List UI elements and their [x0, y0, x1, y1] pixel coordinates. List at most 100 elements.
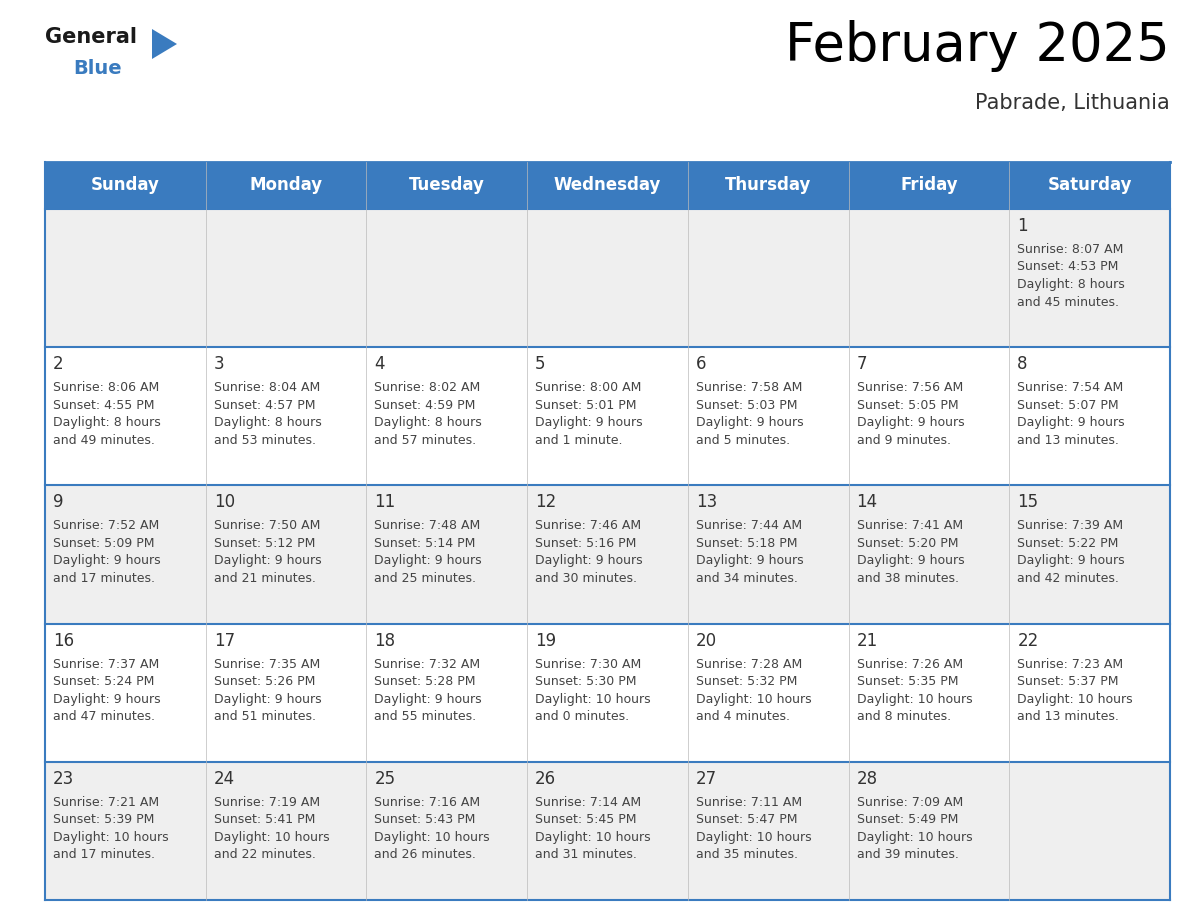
Text: Daylight: 10 hours: Daylight: 10 hours	[214, 831, 329, 844]
Text: Wednesday: Wednesday	[554, 176, 662, 195]
Text: Sunset: 5:35 PM: Sunset: 5:35 PM	[857, 675, 958, 688]
Text: Daylight: 9 hours: Daylight: 9 hours	[696, 416, 803, 430]
Text: and 42 minutes.: and 42 minutes.	[1017, 572, 1119, 585]
Text: and 4 minutes.: and 4 minutes.	[696, 711, 790, 723]
Text: Sunset: 5:28 PM: Sunset: 5:28 PM	[374, 675, 476, 688]
Text: 11: 11	[374, 493, 396, 511]
Text: Sunset: 5:09 PM: Sunset: 5:09 PM	[53, 537, 154, 550]
Text: Sunset: 5:47 PM: Sunset: 5:47 PM	[696, 813, 797, 826]
Text: and 49 minutes.: and 49 minutes.	[53, 433, 154, 447]
Text: 19: 19	[535, 632, 556, 650]
Text: and 17 minutes.: and 17 minutes.	[53, 848, 154, 861]
Text: and 21 minutes.: and 21 minutes.	[214, 572, 316, 585]
Text: 4: 4	[374, 355, 385, 374]
Text: Sunset: 5:20 PM: Sunset: 5:20 PM	[857, 537, 958, 550]
Text: and 57 minutes.: and 57 minutes.	[374, 433, 476, 447]
Text: and 13 minutes.: and 13 minutes.	[1017, 711, 1119, 723]
Text: and 30 minutes.: and 30 minutes.	[535, 572, 637, 585]
Text: Daylight: 10 hours: Daylight: 10 hours	[535, 831, 651, 844]
Text: Sunrise: 7:21 AM: Sunrise: 7:21 AM	[53, 796, 159, 809]
Text: Sunset: 5:12 PM: Sunset: 5:12 PM	[214, 537, 315, 550]
Text: Sunrise: 7:56 AM: Sunrise: 7:56 AM	[857, 381, 962, 394]
Text: Sunrise: 7:35 AM: Sunrise: 7:35 AM	[214, 657, 320, 671]
Text: Blue: Blue	[72, 59, 121, 78]
Text: Sunrise: 7:39 AM: Sunrise: 7:39 AM	[1017, 520, 1124, 532]
Text: and 25 minutes.: and 25 minutes.	[374, 572, 476, 585]
Text: 26: 26	[535, 770, 556, 788]
Bar	[206, 162, 366, 209]
Text: and 53 minutes.: and 53 minutes.	[214, 433, 316, 447]
Bar	[688, 162, 848, 209]
Text: Sunrise: 7:44 AM: Sunrise: 7:44 AM	[696, 520, 802, 532]
Text: Sunset: 5:49 PM: Sunset: 5:49 PM	[857, 813, 958, 826]
Text: and 22 minutes.: and 22 minutes.	[214, 848, 316, 861]
Text: Daylight: 9 hours: Daylight: 9 hours	[53, 692, 160, 706]
Text: Daylight: 9 hours: Daylight: 9 hours	[696, 554, 803, 567]
Text: Daylight: 9 hours: Daylight: 9 hours	[535, 416, 643, 430]
Text: Sunrise: 7:46 AM: Sunrise: 7:46 AM	[535, 520, 642, 532]
Text: and 26 minutes.: and 26 minutes.	[374, 848, 476, 861]
Text: Daylight: 8 hours: Daylight: 8 hours	[1017, 278, 1125, 291]
Text: Sunset: 5:43 PM: Sunset: 5:43 PM	[374, 813, 476, 826]
Text: 25: 25	[374, 770, 396, 788]
Text: Sunset: 5:26 PM: Sunset: 5:26 PM	[214, 675, 315, 688]
Text: Sunrise: 7:19 AM: Sunrise: 7:19 AM	[214, 796, 320, 809]
Text: Sunrise: 7:16 AM: Sunrise: 7:16 AM	[374, 796, 481, 809]
Text: 2: 2	[53, 355, 64, 374]
Text: Sunset: 5:39 PM: Sunset: 5:39 PM	[53, 813, 154, 826]
Text: General: General	[45, 27, 137, 47]
Text: Sunrise: 8:06 AM: Sunrise: 8:06 AM	[53, 381, 159, 394]
Text: Sunset: 4:57 PM: Sunset: 4:57 PM	[214, 398, 315, 411]
Text: 27: 27	[696, 770, 718, 788]
Text: and 38 minutes.: and 38 minutes.	[857, 572, 959, 585]
Text: Daylight: 10 hours: Daylight: 10 hours	[374, 831, 491, 844]
Text: Daylight: 9 hours: Daylight: 9 hours	[214, 692, 321, 706]
Text: Daylight: 8 hours: Daylight: 8 hours	[214, 416, 322, 430]
Text: 21: 21	[857, 632, 878, 650]
Text: and 39 minutes.: and 39 minutes.	[857, 848, 959, 861]
Text: Daylight: 9 hours: Daylight: 9 hours	[535, 554, 643, 567]
Text: Daylight: 8 hours: Daylight: 8 hours	[374, 416, 482, 430]
Text: Sunrise: 7:28 AM: Sunrise: 7:28 AM	[696, 657, 802, 671]
Text: Sunrise: 7:32 AM: Sunrise: 7:32 AM	[374, 657, 481, 671]
Text: Sunrise: 7:50 AM: Sunrise: 7:50 AM	[214, 520, 320, 532]
Text: Sunrise: 8:00 AM: Sunrise: 8:00 AM	[535, 381, 642, 394]
Text: and 17 minutes.: and 17 minutes.	[53, 572, 154, 585]
Text: Daylight: 10 hours: Daylight: 10 hours	[1017, 692, 1133, 706]
Text: and 5 minutes.: and 5 minutes.	[696, 433, 790, 447]
Text: Daylight: 10 hours: Daylight: 10 hours	[857, 831, 972, 844]
Text: 23: 23	[53, 770, 74, 788]
Text: and 31 minutes.: and 31 minutes.	[535, 848, 637, 861]
Text: Sunrise: 7:30 AM: Sunrise: 7:30 AM	[535, 657, 642, 671]
Text: Sunrise: 7:09 AM: Sunrise: 7:09 AM	[857, 796, 962, 809]
Text: Tuesday: Tuesday	[409, 176, 485, 195]
Text: 28: 28	[857, 770, 878, 788]
Text: 22: 22	[1017, 632, 1038, 650]
Text: Daylight: 8 hours: Daylight: 8 hours	[53, 416, 160, 430]
Text: Daylight: 9 hours: Daylight: 9 hours	[1017, 554, 1125, 567]
Text: and 34 minutes.: and 34 minutes.	[696, 572, 797, 585]
Text: 3: 3	[214, 355, 225, 374]
Text: 9: 9	[53, 493, 63, 511]
Text: Sunset: 4:53 PM: Sunset: 4:53 PM	[1017, 261, 1119, 274]
Text: Sunset: 5:14 PM: Sunset: 5:14 PM	[374, 537, 476, 550]
Text: Sunset: 5:24 PM: Sunset: 5:24 PM	[53, 675, 154, 688]
Bar	[848, 162, 1010, 209]
Text: Daylight: 10 hours: Daylight: 10 hours	[857, 692, 972, 706]
Text: Sunset: 5:03 PM: Sunset: 5:03 PM	[696, 398, 797, 411]
Text: Daylight: 9 hours: Daylight: 9 hours	[214, 554, 321, 567]
Text: Daylight: 9 hours: Daylight: 9 hours	[857, 554, 965, 567]
Text: Sunrise: 7:26 AM: Sunrise: 7:26 AM	[857, 657, 962, 671]
Text: Friday: Friday	[901, 176, 958, 195]
Text: and 35 minutes.: and 35 minutes.	[696, 848, 798, 861]
Text: Sunrise: 7:11 AM: Sunrise: 7:11 AM	[696, 796, 802, 809]
Text: Daylight: 9 hours: Daylight: 9 hours	[53, 554, 160, 567]
Text: Pabrade, Lithuania: Pabrade, Lithuania	[975, 93, 1170, 113]
Text: 20: 20	[696, 632, 718, 650]
Text: Daylight: 9 hours: Daylight: 9 hours	[1017, 416, 1125, 430]
Text: Sunrise: 7:14 AM: Sunrise: 7:14 AM	[535, 796, 642, 809]
Text: and 51 minutes.: and 51 minutes.	[214, 711, 316, 723]
Text: and 13 minutes.: and 13 minutes.	[1017, 433, 1119, 447]
Text: and 9 minutes.: and 9 minutes.	[857, 433, 950, 447]
Bar	[45, 209, 1170, 347]
